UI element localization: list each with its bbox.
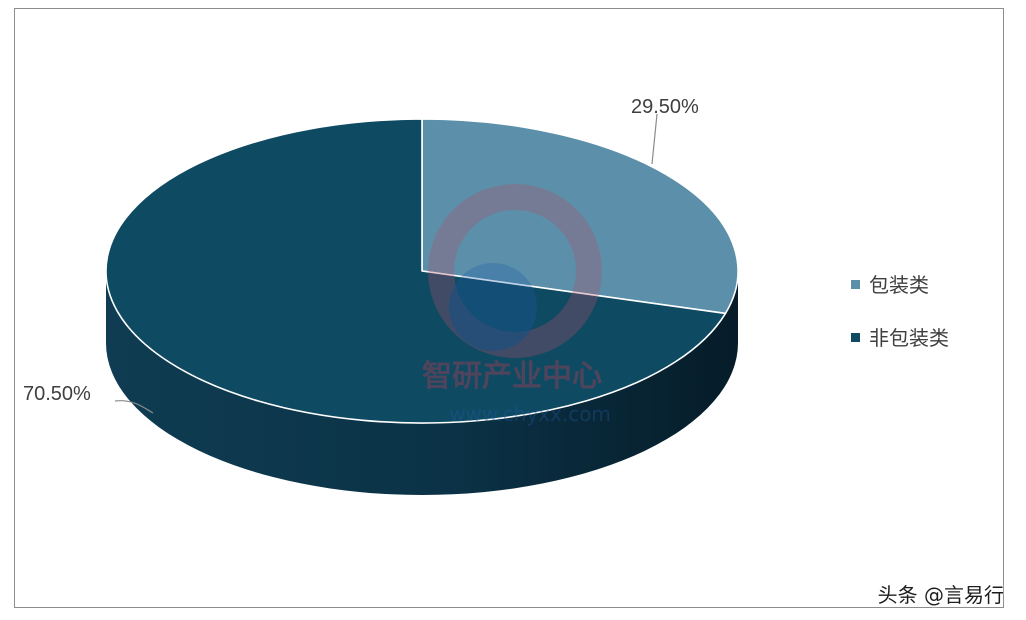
pie-slice-packaging: [421, 118, 739, 315]
leader-line-packaging: [651, 113, 658, 165]
legend: 包装类 非包装类: [851, 273, 949, 350]
legend-label-non-packaging: 非包装类: [869, 326, 949, 350]
legend-label-packaging: 包装类: [869, 273, 929, 297]
watermark-url-text: www.chyxx.com: [449, 402, 611, 426]
legend-swatch-packaging: [851, 280, 860, 289]
watermark: 智研产业中心 www.chyxx.com: [422, 184, 611, 426]
footer-credit: 头条 @言易行: [877, 583, 1004, 607]
pie-side-wall: [106, 271, 738, 495]
watermark-cn-text: 智研产业中心: [422, 359, 602, 394]
data-label-non-packaging: 70.50%: [23, 383, 91, 405]
pie-slice-non-packaging: [105, 118, 727, 424]
data-label-packaging: 29.50%: [631, 96, 699, 118]
legend-swatch-non-packaging: [851, 333, 860, 342]
leader-line-non-packaging: [114, 400, 154, 414]
watermark-logo-core: [449, 263, 537, 351]
pie-chart: 智研产业中心 www.chyxx.com 29.50% 70.50% 包装类 非…: [23, 96, 949, 495]
watermark-logo-ring: [428, 184, 602, 358]
chart-frame: 智研产业中心 www.chyxx.com 29.50% 70.50% 包装类 非…: [14, 8, 1004, 608]
